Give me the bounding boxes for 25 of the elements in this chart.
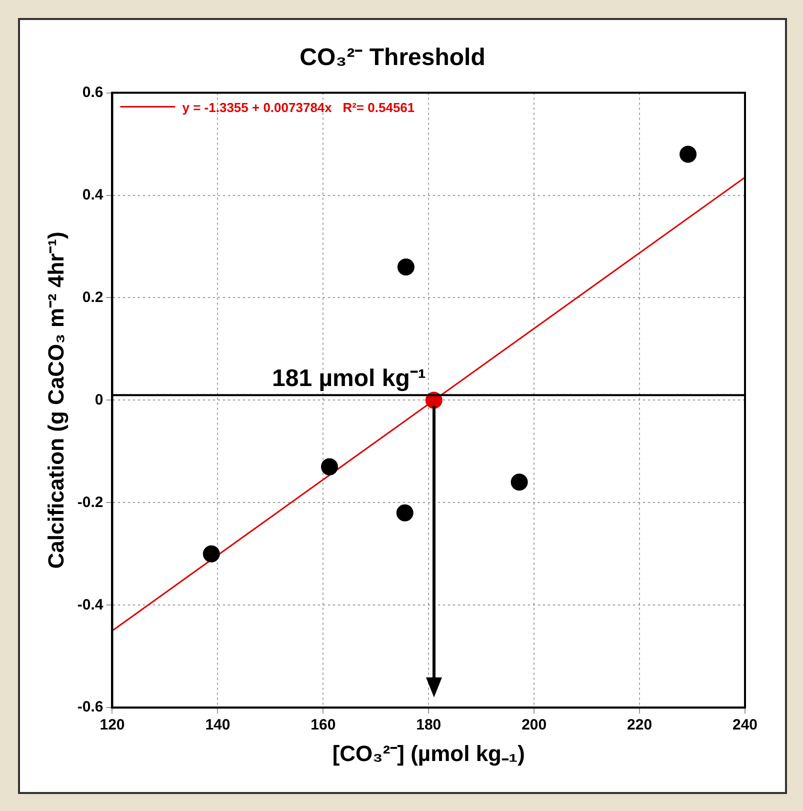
y-axis-title: Calcification (g CaCO₃ m⁻² 4hr⁻¹) [43,232,68,569]
x-axis-title: [CO₃²⁻] (µmol kg₋₁) [332,740,525,766]
point [202,545,220,562]
point [397,258,414,276]
x-tick-label: 240 [732,716,758,734]
y-tick-label: 0 [94,391,104,408]
x-tick-label: 120 [100,716,125,734]
chart-title: CO₃²⁻ Threshold [300,44,486,72]
point [680,146,697,163]
x-tick-label: 140 [205,716,230,734]
point [396,504,414,522]
y-tick-label: 0.2 [82,288,104,306]
x-tick-label: 160 [310,716,336,734]
y-tick-label: -0.2 [77,494,104,511]
legend-label: y = -1.3355 + 0.0073784x R²= 0.54561 [182,100,415,115]
annotation: 181 µmol kg⁻¹ [272,365,426,392]
x-tick-label: 180 [416,716,442,734]
point [510,474,528,491]
point [320,458,338,476]
y-tick-label: 0.4 [82,186,104,204]
x-tick-label: 220 [627,716,652,734]
y-tick-label: -0.4 [77,596,104,614]
y-tick-label: -0.6 [77,698,104,716]
x-tick-label: 200 [522,716,547,734]
y-tick-label: 0.6 [82,84,104,101]
